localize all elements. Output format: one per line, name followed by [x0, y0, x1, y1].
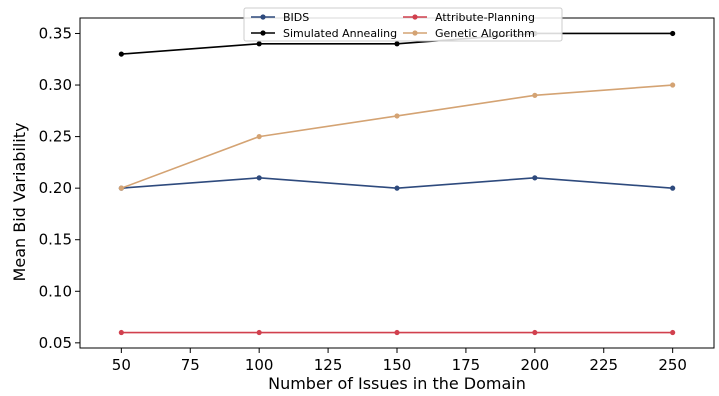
- x-tick-label: 100: [245, 356, 274, 374]
- y-tick-label: 0.30: [39, 76, 72, 94]
- axes-layer: 50 75 100 125 150 175 200 225 250 0.05 0.10 0.15 0.2…: [39, 17, 715, 374]
- series-layer: [118, 30, 676, 336]
- legend: BIDS Attribute-Planning Simulated Annealin…: [243, 7, 563, 42]
- plot-frame: [79, 17, 715, 349]
- data-point: [118, 329, 124, 336]
- legend-box: [243, 7, 563, 42]
- x-axis-label: Number of Issues in the Domain: [268, 374, 526, 393]
- data-point: [394, 329, 400, 336]
- data-point: [532, 175, 538, 181]
- data-point: [118, 185, 124, 191]
- y-tick-label: 0.05: [39, 334, 72, 352]
- data-point: [670, 185, 676, 191]
- x-tick-label: 150: [383, 356, 412, 374]
- x-tick-label: 75: [181, 356, 200, 374]
- legend-marker: [260, 30, 266, 36]
- data-point: [256, 41, 262, 47]
- y-tick-label: 0.20: [39, 179, 72, 197]
- data-point: [394, 185, 400, 191]
- data-point: [394, 113, 400, 119]
- data-point: [256, 133, 262, 140]
- y-tick-label: 0.15: [39, 231, 72, 249]
- data-point: [670, 82, 676, 88]
- data-point: [256, 329, 262, 336]
- y-tick-label: 0.10: [39, 282, 72, 300]
- x-tick-label: 200: [521, 356, 550, 374]
- x-tick-label: 125: [314, 356, 343, 374]
- data-point: [670, 329, 676, 336]
- data-point: [670, 30, 676, 37]
- x-tick-label: 225: [589, 356, 618, 374]
- data-point: [532, 329, 538, 336]
- legend-marker: [412, 14, 418, 20]
- legend-label: Genetic Algorithm: [435, 27, 535, 40]
- legend-label: BIDS: [283, 11, 309, 24]
- legend-marker: [412, 30, 418, 36]
- x-tick-label: 50: [112, 356, 131, 374]
- y-tick-label: 0.35: [39, 24, 72, 42]
- data-point: [256, 175, 262, 181]
- legend-label: Attribute-Planning: [435, 11, 535, 24]
- data-point: [394, 41, 400, 47]
- y-axis-label: Mean Bid Variability: [10, 123, 29, 282]
- y-tick-label: 0.25: [39, 128, 72, 146]
- legend-label: Simulated Annealing: [283, 27, 397, 40]
- data-point: [118, 51, 124, 57]
- x-tick-label: 250: [658, 356, 687, 374]
- x-tick-label: 175: [452, 356, 481, 374]
- legend-marker: [260, 14, 266, 20]
- data-point: [532, 92, 538, 98]
- series-line-3: [121, 84, 673, 189]
